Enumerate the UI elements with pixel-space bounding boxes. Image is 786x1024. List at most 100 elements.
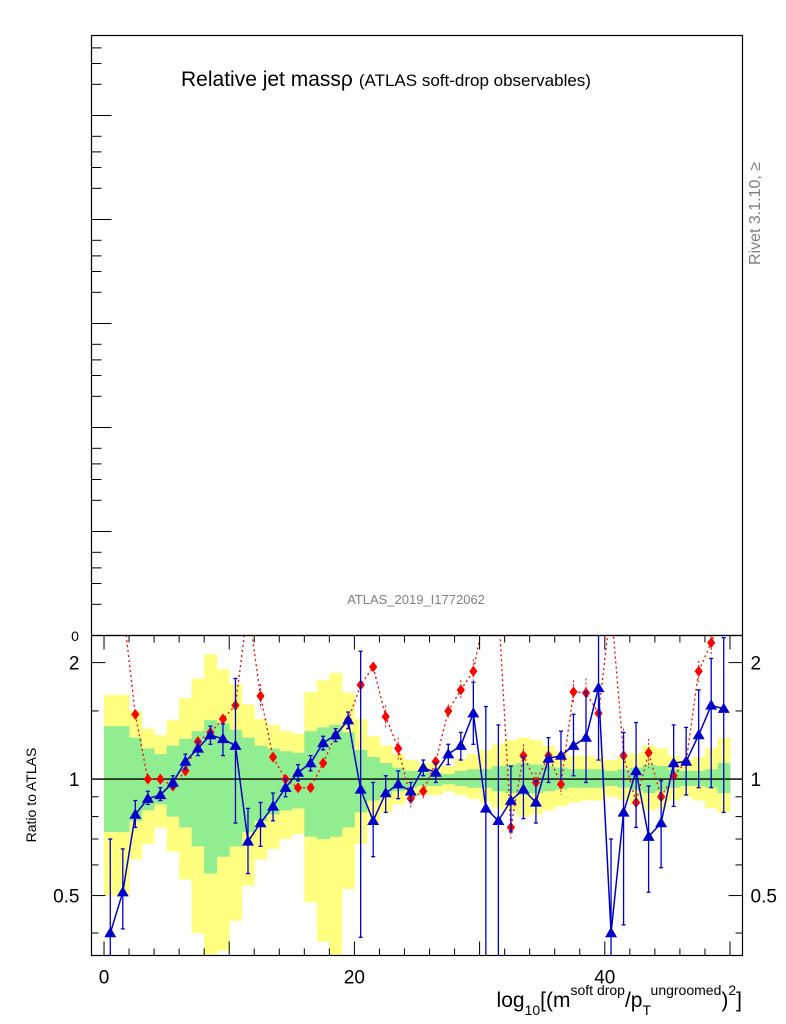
band-inner-bin [254, 745, 268, 821]
band-inner-bin [204, 720, 218, 874]
series-blue-point [542, 752, 555, 763]
series-red-point [106, 578, 114, 589]
series-red-point [381, 711, 390, 723]
series-blue-point [404, 785, 417, 796]
y-axis-label: Ratio to ATLAS [23, 748, 39, 843]
series-red-point [394, 742, 403, 754]
series-red-point [143, 773, 152, 785]
series-blue-point [116, 886, 129, 897]
band-inner-bin [604, 770, 618, 786]
x-axis-label: log10[(msoft drop/pTungroomed)2] [497, 982, 742, 1018]
series-blue-point [680, 755, 693, 766]
ratio-panel-ticks [91, 635, 743, 956]
series-blue-point [379, 787, 392, 798]
rivet-label: Rivet 3.1.10, ≥ [747, 162, 764, 265]
series-blue-point [392, 778, 405, 789]
series-red-point [444, 705, 453, 717]
series-blue-point [104, 927, 117, 938]
series-blue-point [292, 766, 305, 777]
series-blue-point [141, 792, 154, 803]
x-tick-label: 20 [344, 968, 365, 989]
band-inner-bin [241, 737, 255, 832]
series-blue-point [554, 749, 567, 760]
series-red-point [293, 782, 303, 794]
series-blue-point [567, 739, 580, 750]
series-red-point [131, 708, 140, 720]
series-red-point [720, 601, 728, 612]
main-panel-ticks [91, 47, 112, 636]
series-blue-point [705, 699, 718, 710]
series-red-point [494, 601, 502, 612]
main-panel-cut-label: 0 [71, 628, 79, 644]
band-inner-bin [191, 731, 205, 847]
series-blue-point [267, 800, 280, 811]
series-blue-point [241, 835, 254, 846]
series-blue [104, 635, 730, 956]
series-blue-point [642, 830, 655, 841]
band-inner-bin [341, 732, 355, 828]
series-red-point [694, 665, 703, 677]
series-blue-point [129, 808, 142, 819]
series-blue-point [317, 736, 330, 748]
series-red-point [569, 686, 578, 698]
series-blue-point [154, 788, 167, 800]
y-tick-label-right: 1 [751, 770, 762, 791]
series-red-point [431, 756, 440, 768]
x-tick-label: 40 [594, 968, 615, 989]
y-tick-label-right: 2 [751, 654, 762, 675]
series-blue-point [692, 728, 705, 740]
x-tick-label: 0 [99, 968, 110, 989]
series-blue-point [717, 702, 730, 713]
series-red-point [256, 690, 265, 702]
series-blue-point [605, 927, 618, 938]
series-blue-point [617, 806, 630, 817]
series-red-point [306, 782, 315, 794]
series-red-point [419, 785, 428, 797]
series-blue-point [580, 731, 593, 742]
series-blue-point [655, 817, 668, 828]
y-tick-label-left: 1 [69, 770, 80, 791]
series-blue-point [342, 714, 355, 725]
series-blue-point [529, 796, 542, 807]
series-blue-point [517, 783, 530, 794]
series-blue-point [329, 728, 342, 740]
series-red-point [318, 757, 328, 769]
series-blue-point [454, 739, 467, 750]
band-inner-bin [329, 724, 343, 837]
band-inner-bin [454, 770, 468, 786]
series-red-point [707, 637, 716, 649]
series-blue-point [229, 739, 242, 750]
series-red-point [644, 747, 653, 759]
series-red-point [181, 765, 190, 777]
ratio-panel-frame [90, 634, 744, 957]
band-inner-bin [179, 738, 193, 828]
series-red-point [119, 601, 127, 612]
y-tick-label-left: 0.5 [53, 887, 79, 908]
series-blue-point [216, 732, 229, 744]
band-inner-bin [266, 748, 280, 815]
series-blue-point [592, 681, 605, 693]
series-blue-point [492, 814, 505, 826]
y-tick-label-left: 2 [69, 654, 80, 675]
series-blue-point [204, 728, 217, 740]
series-blue-point [417, 761, 430, 772]
series-blue-point [630, 764, 643, 776]
series-red-point [268, 751, 278, 763]
series-red-point [244, 601, 252, 612]
series-blue-point [304, 757, 317, 768]
series-blue-point [354, 783, 367, 794]
series-blue-point [254, 817, 267, 828]
band-inner-bin [216, 723, 230, 857]
series-blue-point [442, 748, 455, 759]
series-blue-point [667, 757, 680, 768]
series-red-point [607, 601, 615, 612]
series-red-point [519, 750, 528, 762]
tick-labels: 0 20 40 0.5 0.5 1 1 2 2 [53, 654, 777, 989]
series-blue-point [504, 794, 517, 805]
series-red-point [556, 778, 566, 790]
band-inner-bin [316, 727, 330, 840]
series-red-point [156, 773, 165, 785]
plot-title: Relative jet massρ (ATLAS soft-drop obser… [181, 68, 591, 91]
series-red-point [469, 665, 478, 677]
